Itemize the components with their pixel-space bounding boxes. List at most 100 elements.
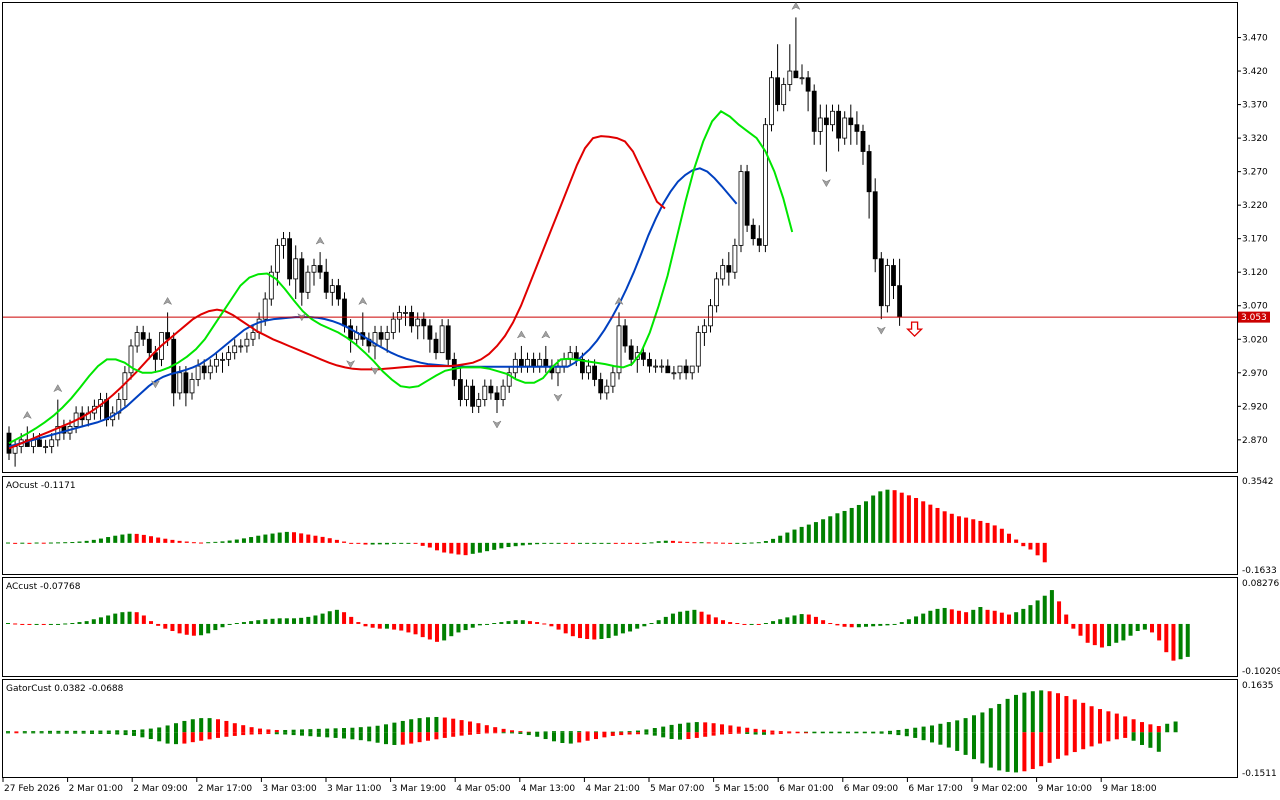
bear-candle bbox=[140, 332, 146, 340]
ac-bar bbox=[642, 623, 647, 627]
gator-lower-bar bbox=[1131, 732, 1136, 741]
ac-bar bbox=[363, 623, 368, 627]
ac-bar bbox=[456, 623, 461, 633]
ac-bar bbox=[320, 613, 325, 624]
gator-lower-bar bbox=[1114, 732, 1119, 740]
ac-bar bbox=[527, 621, 532, 624]
ao-bar bbox=[956, 516, 961, 543]
ac-bar bbox=[306, 616, 311, 624]
gator-lower-bar bbox=[1156, 732, 1161, 752]
ac-bar bbox=[728, 622, 733, 624]
gator-lower-bar bbox=[493, 732, 498, 734]
ao-bar bbox=[742, 542, 747, 544]
gator-lower-bar bbox=[745, 732, 750, 734]
ac-bar bbox=[284, 618, 289, 624]
gator-upper-bar bbox=[106, 730, 111, 733]
bull-candle bbox=[817, 117, 823, 132]
ac-bar bbox=[706, 614, 711, 624]
bear-candle bbox=[421, 318, 427, 327]
ac-bar bbox=[778, 619, 783, 624]
bear-candle bbox=[287, 238, 293, 280]
gator-upper-bar bbox=[728, 725, 733, 733]
ao-bar bbox=[449, 542, 454, 554]
gator-upper-bar bbox=[787, 731, 792, 733]
gator-upper-bar bbox=[644, 729, 649, 733]
ao-bar bbox=[120, 534, 125, 543]
ao-bar bbox=[520, 542, 525, 546]
price-tick-label: 3.070 bbox=[1242, 302, 1268, 312]
gator-upper-bar bbox=[988, 708, 993, 733]
bear-candle bbox=[433, 338, 439, 354]
gator-upper-bar bbox=[1056, 693, 1060, 733]
gator-lower-bar bbox=[224, 732, 229, 737]
ac-bar bbox=[156, 623, 161, 626]
ao-bar bbox=[134, 533, 139, 543]
time-tick-label: 5 Mar 15:00 bbox=[715, 784, 770, 794]
ac-bar bbox=[535, 622, 540, 624]
ac-bar bbox=[277, 618, 282, 624]
gator-lower-bar bbox=[602, 732, 607, 738]
ao-bar bbox=[370, 542, 375, 545]
ac-bar bbox=[620, 623, 625, 634]
ao-bar bbox=[170, 539, 175, 543]
ac-bar bbox=[1157, 623, 1162, 641]
gator-lower-bar bbox=[132, 732, 136, 736]
gator-lower-bar bbox=[316, 732, 321, 737]
gator-panel-frame[interactable] bbox=[2, 679, 1238, 778]
ao-bar bbox=[706, 542, 711, 544]
gator-lower-bar bbox=[619, 732, 624, 736]
ac-bar bbox=[177, 623, 182, 634]
ac-bar bbox=[334, 609, 339, 624]
gator-lower-bar bbox=[384, 732, 388, 745]
gator-lower-bar bbox=[106, 732, 111, 734]
price-panel-frame[interactable] bbox=[2, 2, 1238, 473]
ao-panel-frame[interactable] bbox=[2, 476, 1238, 575]
bear-candle bbox=[824, 117, 829, 126]
ac-bar bbox=[599, 623, 604, 640]
ac-bar bbox=[613, 623, 618, 636]
ac-bar bbox=[735, 623, 740, 625]
price-tick-label: 2.970 bbox=[1242, 369, 1268, 379]
ao-bar bbox=[542, 542, 547, 544]
gator-lower-bar bbox=[510, 732, 514, 734]
gator-upper-bar bbox=[14, 731, 19, 733]
ao-bar bbox=[313, 535, 318, 543]
ao-bar bbox=[899, 492, 904, 543]
ao-bar bbox=[56, 542, 61, 544]
gator-upper-bar bbox=[400, 720, 405, 733]
ao-bar bbox=[1042, 542, 1047, 563]
ao-bar bbox=[763, 541, 768, 543]
gator-lower-bar bbox=[90, 732, 94, 734]
ao-bar bbox=[399, 542, 404, 544]
gator-upper-bar bbox=[90, 730, 94, 733]
gator-upper-bar bbox=[274, 729, 279, 733]
gator-upper-bar bbox=[812, 731, 817, 733]
gator-lower-bar bbox=[64, 732, 69, 734]
bear-candle bbox=[592, 365, 597, 380]
gator-upper-bar bbox=[148, 728, 153, 733]
sell-arrow-shape bbox=[906, 321, 924, 338]
gator-upper-bar bbox=[426, 717, 430, 733]
gator-upper-bar bbox=[669, 724, 674, 733]
bear-candle bbox=[854, 124, 860, 132]
ac-bar bbox=[249, 621, 254, 624]
time-axis: 27 Feb 2026 2 Mar 01:00 2 Mar 09:00 2 Mar 1… bbox=[2, 778, 1157, 794]
gator-upper-bar bbox=[1123, 716, 1128, 733]
ac-bar bbox=[356, 622, 361, 624]
ac-panel-frame[interactable] bbox=[2, 577, 1238, 677]
ac-bar bbox=[1092, 623, 1097, 646]
ao-bar bbox=[992, 525, 997, 543]
gator-lower-bar bbox=[1022, 732, 1027, 772]
gator-lower-bar bbox=[115, 732, 120, 735]
fractal-down-icon bbox=[876, 326, 886, 335]
time-tick-label: 2 Mar 01:00 bbox=[69, 784, 124, 794]
bear-candle bbox=[793, 70, 799, 79]
ao-bar bbox=[256, 535, 261, 543]
price-tick-label: 3.370 bbox=[1242, 101, 1268, 111]
ac-bar bbox=[413, 623, 418, 635]
gator-upper-bar bbox=[585, 731, 590, 733]
ao-bar bbox=[349, 542, 354, 544]
gator-upper-bar bbox=[182, 720, 187, 733]
ac-bar bbox=[163, 623, 168, 629]
